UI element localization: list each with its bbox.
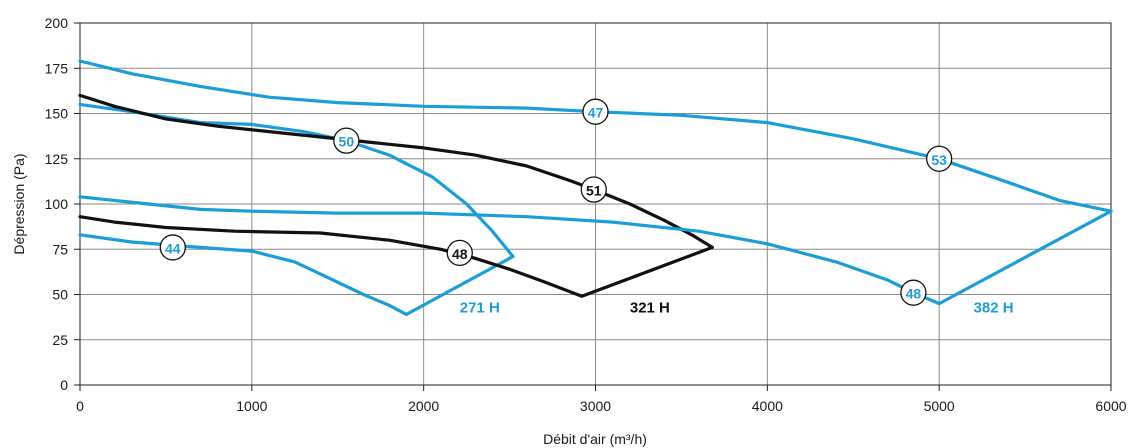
curve-marker: 50 [333, 127, 360, 154]
marker-label: 44 [165, 240, 181, 256]
marker-circle [582, 98, 609, 125]
series-curve [78, 215, 714, 298]
series-name-label: 271 H [460, 300, 500, 317]
marker-circle [580, 176, 607, 203]
grid [80, 23, 1111, 385]
curve-marker: 48 [900, 279, 927, 306]
marker-label: 48 [906, 286, 922, 302]
y-tick-label: 175 [45, 60, 69, 76]
marker-label: 51 [586, 183, 602, 199]
marker-label: 50 [339, 134, 355, 150]
marker-label: 53 [931, 152, 947, 168]
x-tick-label: 2000 [408, 398, 439, 414]
x-tick-label: 1000 [236, 398, 267, 414]
series-curve [78, 233, 515, 316]
x-tick-label: 4000 [752, 398, 783, 414]
y-tick-label: 150 [45, 106, 69, 122]
marker-label: 47 [588, 105, 604, 121]
x-tick-label: 3000 [580, 398, 611, 414]
y-tick-label: 75 [52, 241, 68, 257]
marker-label: 48 [452, 246, 468, 262]
marker-circle [159, 234, 186, 261]
x-tick-label: 5000 [924, 398, 955, 414]
x-tick-label: 6000 [1095, 398, 1126, 414]
y-tick-label: 200 [45, 15, 69, 31]
y-tick-label: 0 [60, 377, 68, 393]
x-axis-ticks: 0 1000 2000 3000 4000 5000 6000 [76, 385, 1127, 414]
y-tick-label: 25 [52, 332, 68, 348]
y-axis-ticks: 0 25 50 75 100 125 150 175 200 [45, 15, 80, 393]
series-name-label: 382 H [974, 300, 1014, 317]
x-tick-label: 0 [76, 398, 84, 414]
y-tick-label: 125 [45, 151, 69, 167]
marker-circle [333, 127, 360, 154]
series-curve [78, 93, 714, 249]
curve-marker: 51 [580, 176, 607, 203]
curve-marker: 48 [446, 239, 473, 267]
y-tick-label: 100 [45, 196, 69, 212]
series-labels: 271 H 321 H 382 H [460, 300, 1014, 317]
marker-circle [446, 239, 473, 267]
y-axis-label: Dépression (Pa) [11, 153, 27, 254]
marker-circle [926, 145, 953, 172]
marker-circle [900, 279, 927, 306]
y-tick-label: 50 [52, 287, 68, 303]
curve-marker: 44 [159, 234, 186, 261]
x-axis-label: Débit d'air (m³/h) [543, 431, 647, 447]
curve-marker: 47 [582, 98, 609, 125]
curve-marker: 53 [926, 145, 953, 172]
markers: 44 50 51 48 47 53 48 [159, 98, 953, 306]
series-name-label: 321 H [630, 300, 670, 317]
